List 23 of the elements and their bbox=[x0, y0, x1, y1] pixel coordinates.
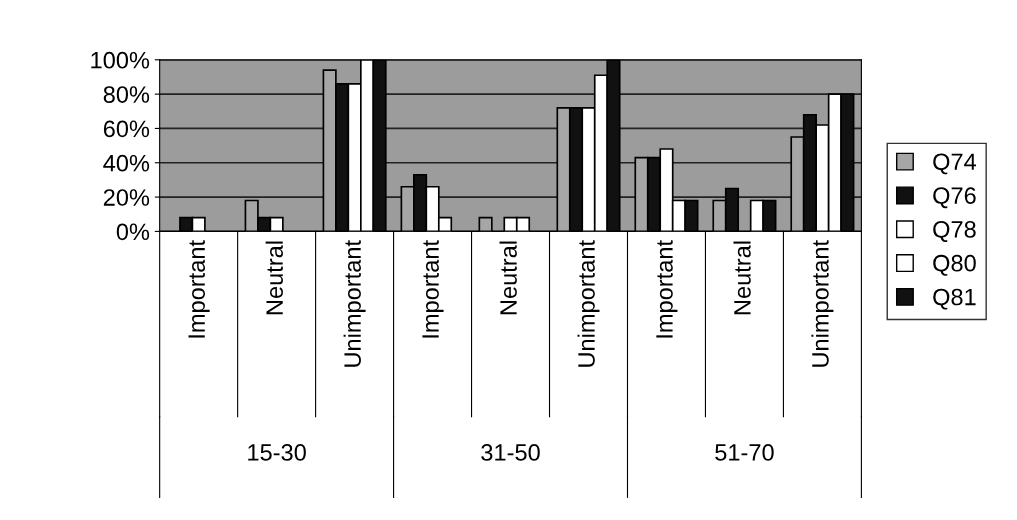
legend-label: Q74 bbox=[933, 153, 977, 175]
x-tick-label: Important bbox=[422, 240, 444, 338]
legend-label: Q76 bbox=[933, 187, 976, 209]
y-tick-label: 80% bbox=[103, 86, 150, 103]
x-tick-label: Neutral bbox=[265, 241, 283, 315]
y-tick-label: 0% bbox=[116, 223, 150, 241]
y-tick-label: 40% bbox=[103, 154, 150, 172]
y-tick-label: 100% bbox=[91, 51, 150, 69]
y-tick-label: 20% bbox=[103, 189, 150, 206]
x-tick-label: Neutral bbox=[499, 241, 517, 315]
text: 31-50 bbox=[481, 444, 540, 461]
text: 15-30 bbox=[248, 444, 306, 461]
x-tick-label: Unimportant bbox=[811, 240, 834, 367]
x-tick-label: Neutral bbox=[733, 241, 751, 315]
x-tick-label: Important bbox=[656, 240, 678, 338]
x-tick-label: Unimportant bbox=[343, 240, 366, 367]
x-tick-label: Important bbox=[188, 240, 210, 338]
legend-label: Q80 bbox=[933, 254, 976, 276]
legend-label: Q78 bbox=[933, 221, 976, 242]
legend-label: Q81 bbox=[933, 288, 976, 310]
y-tick-label: 60% bbox=[103, 120, 150, 138]
text: 51-70 bbox=[715, 444, 774, 461]
x-tick-label: Unimportant bbox=[577, 240, 600, 367]
